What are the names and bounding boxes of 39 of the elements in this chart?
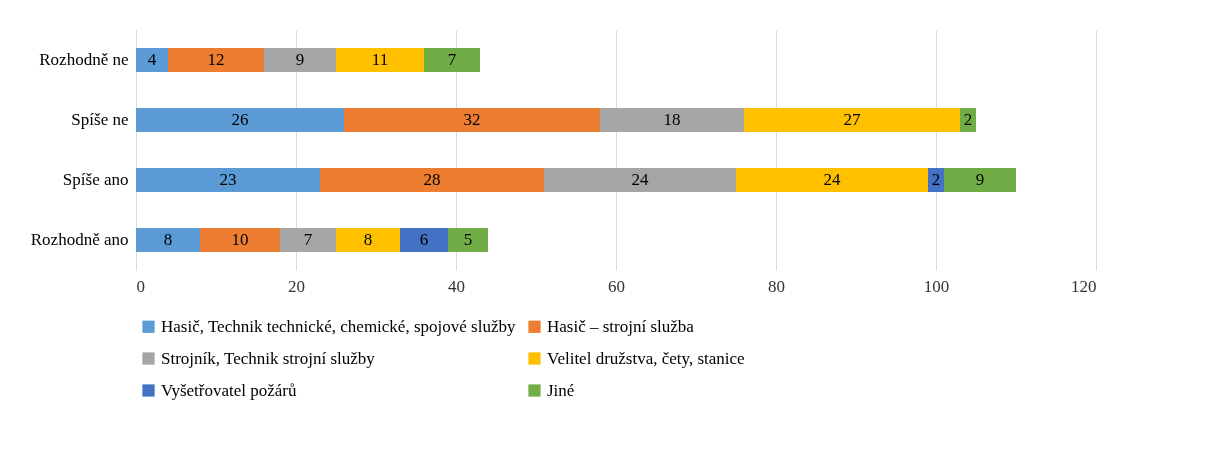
data-label: 10 [231,230,249,249]
y-tick-label: Spíše ne [71,110,129,129]
x-tick-label: 80 [768,276,785,296]
data-label: 32 [463,110,481,129]
y-tick-label: Spíše ano [62,170,129,189]
legend-label: Vyšetřovatel požárů [161,380,297,400]
data-label: 24 [631,170,649,189]
data-label: 7 [447,50,457,69]
data-label: 5 [463,230,473,249]
legend-label: Hasič – strojní služba [547,316,695,336]
legend-label: Jiné [547,380,575,400]
data-label: 12 [207,50,225,69]
data-label: 2 [963,110,973,129]
data-label: 11 [371,50,389,69]
data-label: 28 [423,170,441,189]
x-tick-label: 20 [288,276,305,296]
y-tick-label: Rozhodně ne [39,50,129,69]
data-label: 8 [163,230,173,249]
x-tick-label: 100 [923,276,950,296]
x-tick-label: 60 [608,276,625,296]
x-tick-label: 0 [136,276,145,296]
legend-label: Strojník, Technik strojní služby [161,348,376,368]
data-label: 9 [975,170,985,189]
x-tick-label: 40 [448,276,465,296]
legend-label: Velitel družstva, čety, stanice [547,348,745,368]
data-label: 27 [843,110,861,129]
data-label: 23 [219,170,237,189]
data-label: 9 [295,50,305,69]
data-label: 7 [303,230,313,249]
x-tick-label: 120 [1071,276,1097,296]
data-label: 8 [363,230,373,249]
legend-label: Hasič, Technik technické, chemické, spojové služby [161,316,516,336]
data-label: 2 [931,170,941,189]
data-label: 6 [419,230,429,249]
y-tick-label: Rozhodně ano [30,230,129,249]
data-label: 4 [147,50,157,69]
data-label: 26 [231,110,249,129]
data-label: 24 [823,170,841,189]
data-label: 18 [663,110,681,129]
